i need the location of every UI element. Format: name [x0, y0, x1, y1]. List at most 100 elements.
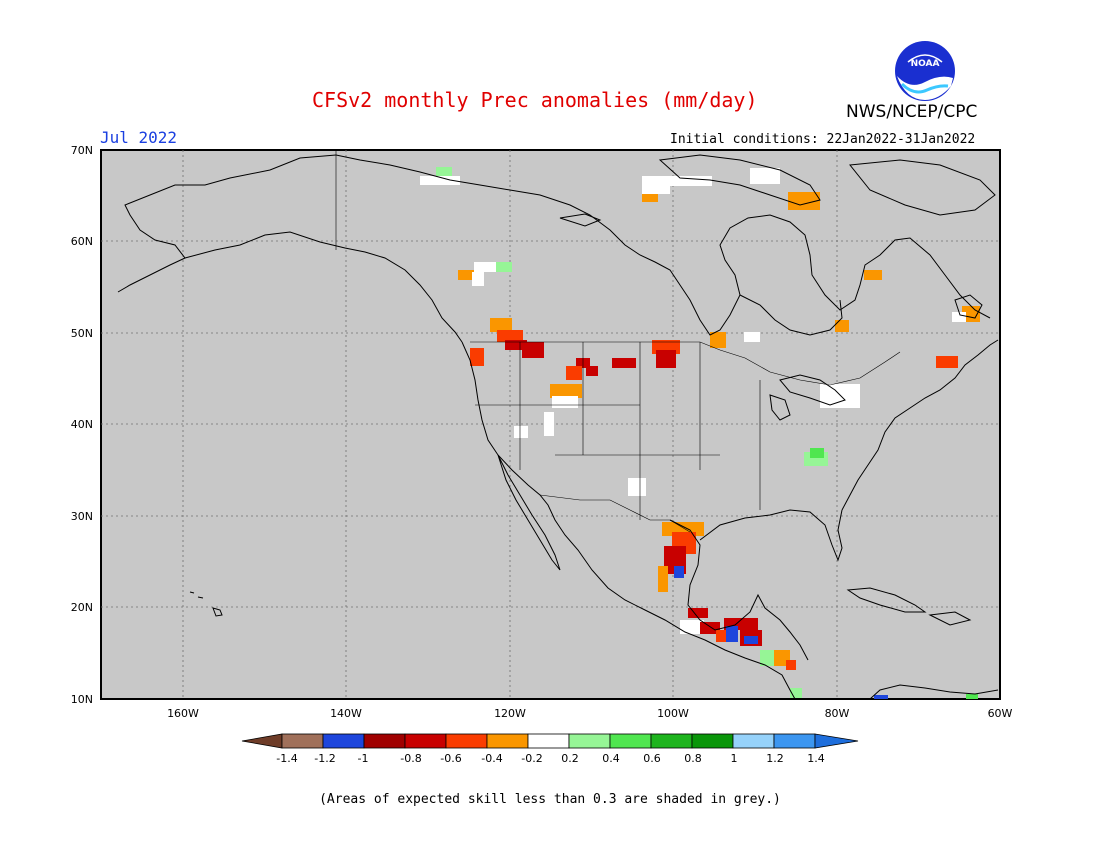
anomaly-cell [710, 332, 726, 348]
anomaly-cell [936, 356, 958, 368]
lon-label: 120W [494, 707, 526, 720]
latitude-labels: 70N 60N 50N 40N 30N 20N 10N [71, 144, 93, 706]
anomaly-cell [420, 176, 460, 185]
anomaly-cell [674, 566, 684, 578]
lon-label: 160W [167, 707, 199, 720]
colorbar-label: -0.4 [481, 752, 502, 765]
lat-label: 60N [71, 235, 93, 248]
colorbar-box [363, 733, 406, 749]
anomaly-cell [786, 660, 796, 670]
colorbar-box [281, 733, 324, 749]
colorbar-box [322, 733, 365, 749]
chart-title: CFSv2 monthly Prec anomalies (mm/day) [312, 88, 758, 112]
anomaly-cell [514, 426, 528, 438]
lon-label: 80W [825, 707, 850, 720]
colorbar-label: 1.2 [766, 752, 784, 765]
colorbar-box [691, 733, 734, 749]
anomaly-cell [874, 695, 888, 699]
noaa-logo: NOAA [895, 41, 955, 101]
anomaly-cell [680, 620, 704, 634]
map-gridlines [101, 150, 1000, 699]
colorbar-label: 0.4 [602, 752, 620, 765]
colorbar-label: 0.6 [643, 752, 661, 765]
forecast-month: Jul 2022 [100, 128, 178, 147]
lat-label: 40N [71, 418, 93, 431]
anomaly-cell [628, 478, 646, 496]
anomaly-cell [688, 608, 708, 618]
colorbar-low-arrow [241, 733, 283, 749]
colorbar-box [609, 733, 652, 749]
colorbar-box [568, 733, 611, 749]
anomaly-cell [820, 384, 860, 408]
lat-label: 10N [71, 693, 93, 706]
colorbar-box [527, 733, 570, 749]
anomaly-cell [656, 350, 676, 368]
colorbar-label: -0.6 [440, 752, 461, 765]
colorbar-high-arrow [814, 733, 859, 749]
colorbar-label: 0.2 [561, 752, 579, 765]
anomaly-cell [744, 636, 758, 644]
anomaly-cell [497, 330, 523, 342]
colorbar-label: 1 [731, 752, 738, 765]
borders [335, 150, 901, 533]
lat-label: 20N [71, 601, 93, 614]
anomaly-cell [566, 366, 582, 380]
colorbar-label: 1.4 [807, 752, 825, 765]
anomaly-cell [700, 622, 720, 634]
anomaly-cell [472, 272, 484, 286]
anomaly-cell [505, 340, 527, 350]
colorbar: -1.4 -1.2 -1 -0.8 -0.6 -0.4 -0.2 0.2 0.4… [241, 733, 859, 765]
colorbar-label: -1.4 [276, 752, 297, 765]
colorbar-label: 0.8 [684, 752, 702, 765]
colorbar-label: -1.2 [314, 752, 335, 765]
anomaly-cell [470, 348, 484, 366]
anomaly-cell [612, 358, 636, 368]
lat-label: 70N [71, 144, 93, 157]
anomaly-cell [550, 384, 582, 398]
anomaly-cell [952, 312, 966, 322]
logo-text: NOAA [911, 59, 940, 69]
lat-label: 50N [71, 327, 93, 340]
colorbar-box [445, 733, 488, 749]
anomaly-cell [496, 262, 512, 272]
colorbar-label: -0.8 [400, 752, 421, 765]
colorbar-label: -1 [358, 752, 369, 765]
lat-label: 30N [71, 510, 93, 523]
anomaly-cell [474, 262, 498, 272]
anomaly-cell [552, 396, 578, 408]
anomaly-cell [788, 192, 820, 210]
colorbar-box [732, 733, 775, 749]
lon-label: 100W [657, 707, 689, 720]
anomaly-cell [726, 626, 738, 642]
anomaly-cell [864, 270, 882, 280]
agency-label: NWS/NCEP/CPC [846, 102, 978, 122]
anomaly-cell [966, 694, 978, 699]
footnote: (Areas of expected skill less than 0.3 a… [319, 792, 781, 807]
anomaly-cell [835, 320, 849, 332]
colorbar-labels: -1.4 -1.2 -1 -0.8 -0.6 -0.4 -0.2 0.2 0.4… [276, 752, 824, 765]
anomaly-cell [810, 448, 824, 458]
colorbar-box [650, 733, 693, 749]
lon-label: 140W [330, 707, 362, 720]
lon-label: 60W [988, 707, 1013, 720]
colorbar-box [486, 733, 529, 749]
colorbar-box [404, 733, 447, 749]
anomaly-cell [750, 168, 780, 184]
anomaly-cell [790, 688, 802, 698]
initial-conditions: Initial conditions: 22Jan2022-31Jan2022 [670, 132, 976, 147]
longitude-labels: 160W 140W 120W 100W 80W 60W [167, 707, 1012, 720]
anomaly-cell [490, 318, 512, 332]
anomaly-cell [760, 650, 774, 666]
anomaly-cell [522, 342, 544, 358]
anomaly-cell [586, 366, 598, 376]
colorbar-boxes [281, 733, 816, 749]
anomaly-cell [642, 194, 658, 202]
anomaly-cell [670, 176, 712, 186]
anomaly-cell [642, 176, 670, 194]
colorbar-label: -0.2 [521, 752, 542, 765]
anomaly-cell [658, 566, 668, 592]
coastlines [117, 154, 999, 700]
anomaly-cell [544, 412, 554, 436]
anomaly-cell [744, 332, 760, 342]
